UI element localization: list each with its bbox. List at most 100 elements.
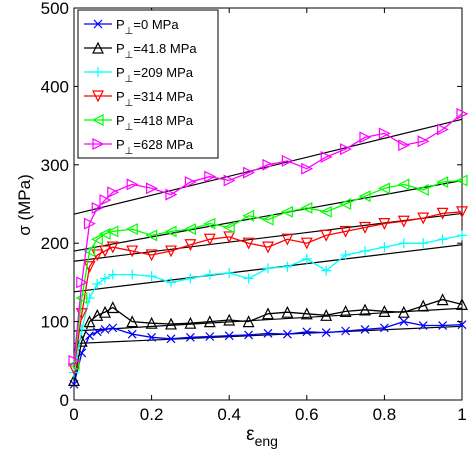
series-0-point-19-b (379, 323, 389, 333)
series-0-point-7 (147, 332, 157, 342)
series-0-point-12-b (244, 330, 254, 340)
series-2-point-10 (204, 269, 215, 280)
series-3-point-17 (339, 225, 352, 238)
series-2-point-21 (418, 238, 429, 249)
series-2-point-18 (360, 246, 370, 257)
series-0-point-23-b (457, 320, 467, 330)
axes: 0 0.2 0.4 0.6 0.8 1 0 100 200 300 400 500 (41, 0, 467, 424)
series-0 (69, 317, 467, 389)
legend-marker-0 (93, 19, 103, 29)
series-1-point-0 (68, 374, 80, 386)
legend-label-4: P⊥=418 MPa (116, 113, 194, 133)
series-0-point-13-b (263, 328, 273, 338)
series-5-point-12 (243, 166, 255, 179)
series-0-point-15 (302, 327, 312, 337)
series-1-point-11 (223, 313, 236, 326)
series-3-point-15 (300, 237, 313, 250)
series-4-line (73, 179, 463, 365)
series-2-point-14 (282, 261, 293, 272)
series-1-point-22 (436, 293, 449, 306)
series-5-point-4 (99, 194, 112, 207)
series-2-point-11 (224, 267, 235, 278)
legend-label-name-1: =41.8 MPa (133, 41, 197, 56)
series-0-point-6-b (127, 329, 137, 339)
series-5-point-1 (76, 276, 89, 289)
series-4-point-10 (203, 217, 216, 230)
series-1-point-18 (359, 303, 371, 316)
series-1-point-9 (184, 316, 197, 329)
series-0-point-14-b (282, 329, 292, 339)
series-0-point-8-b (166, 334, 176, 344)
legend-label-sub-3: ⊥ (125, 98, 134, 109)
series-2-point-7 (146, 271, 157, 282)
series-5-point-2 (83, 217, 96, 230)
series-5-point-15 (301, 162, 314, 175)
legend-marker-4 (91, 114, 104, 126)
series-0-point-7-b (147, 332, 157, 342)
legend-label-0: P⊥=0 MPa (116, 17, 179, 37)
legend-label-sub-5: ⊥ (125, 146, 134, 157)
legend-marker-3 (92, 90, 104, 103)
series-3 (68, 206, 468, 375)
series-0-point-6 (127, 329, 137, 339)
fit-line-0 (73, 325, 463, 345)
series-5-point-6 (126, 178, 139, 191)
series-2-point-12 (243, 273, 254, 284)
series-5-point-10 (204, 170, 217, 183)
legend-label-name-3: =314 MPa (133, 89, 193, 104)
legend-label-prefix-0: P (116, 17, 125, 32)
data-series (67, 107, 469, 389)
series-4-point-7 (145, 229, 158, 242)
series-4-point-2 (83, 245, 96, 258)
series-4-point-1 (75, 292, 88, 305)
series-4-point-13 (261, 213, 274, 226)
series-4-point-4 (98, 227, 111, 240)
series-4-point-8 (164, 225, 177, 238)
legend-label-1: P⊥=41.8 MPa (116, 41, 197, 61)
legend-box (77, 9, 219, 159)
series-5-point-5 (107, 186, 120, 199)
series-3-point-16 (320, 229, 333, 242)
series-2-point-6 (127, 269, 138, 280)
series-4-point-23 (455, 174, 468, 187)
series-4-point-18 (358, 190, 371, 203)
legend-entry-0: P⊥=0 MPa (84, 17, 179, 37)
series-1-point-20 (397, 305, 410, 318)
series-1-point-7 (145, 316, 158, 329)
series-2-point-5 (107, 269, 118, 280)
y-tick-label-2: 200 (41, 234, 69, 253)
legend-label-prefix-5: P (116, 137, 125, 152)
series-5-point-21 (417, 135, 430, 148)
series-5-point-22 (437, 123, 449, 136)
x-tick-label-5: 1 (457, 405, 466, 424)
legend-marker-2 (93, 67, 103, 77)
series-0-point-16-b (321, 328, 331, 338)
y-tick-label-1: 100 (41, 313, 69, 332)
series-3-point-11 (223, 231, 236, 244)
series-0-point-5-b (108, 323, 118, 333)
series-3-point-20 (397, 215, 410, 228)
series-4-point-5 (106, 225, 119, 238)
series-0-point-20 (399, 317, 409, 327)
series-5-point-9 (184, 176, 197, 189)
series-0-point-17-b (341, 326, 351, 336)
legend-label-name-0: =0 MPa (133, 17, 179, 32)
series-2 (69, 230, 467, 378)
series-5-line (73, 113, 463, 361)
y-axis-label: σ (MPa) (15, 174, 34, 236)
series-3-point-13 (262, 241, 274, 254)
series-3-point-22 (436, 207, 449, 220)
legend-label-name-2: =209 MPa (133, 65, 193, 80)
series-1-point-13 (262, 307, 274, 320)
series-5-point-16 (320, 150, 333, 163)
series-2-line (73, 234, 463, 373)
legend-label-prefix-1: P (116, 41, 125, 56)
series-2-point-4 (100, 273, 111, 284)
series-2-point-16 (321, 265, 332, 276)
series-5-point-13 (262, 158, 275, 171)
series-4-point-19 (378, 182, 390, 195)
series-0-point-9-b (185, 332, 195, 342)
fit-line-4 (73, 179, 463, 252)
